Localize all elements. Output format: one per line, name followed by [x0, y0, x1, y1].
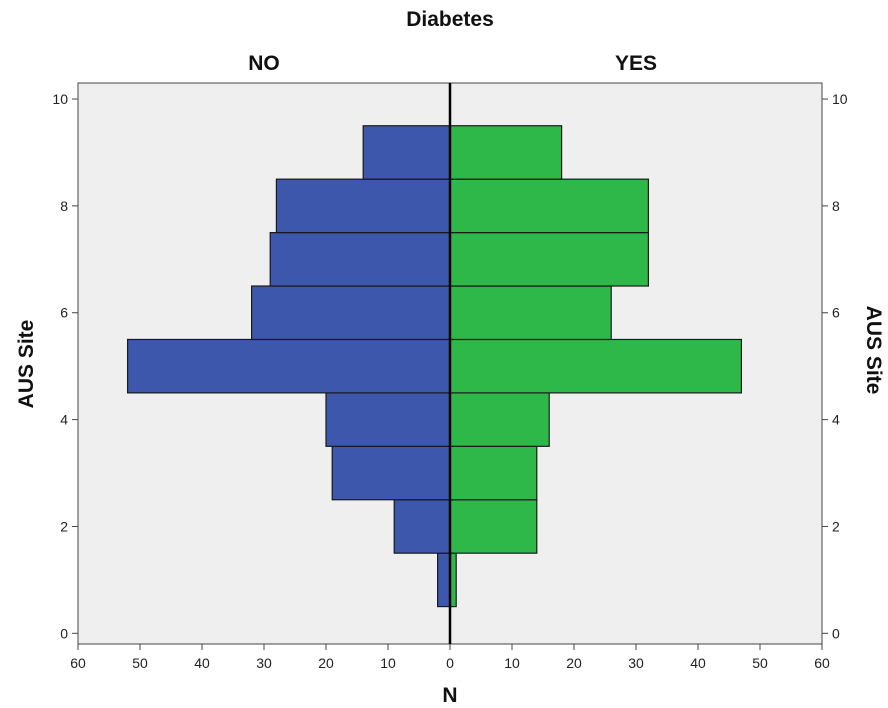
bar-yes-site-7: [449, 232, 649, 287]
bar-no-site-2: [393, 499, 451, 554]
bar-no-site-3: [331, 445, 451, 501]
panel-label-no: NO: [248, 52, 280, 75]
bar-yes-site-2: [449, 499, 538, 554]
ticks-group: 0 0 2 2 4 4 6 6 8 8 10 10 60 50 40 30 20 10 0 10 20 30 40 50 60: [52, 91, 847, 671]
x-tick-label: 30: [628, 655, 644, 671]
y-tick-label-left: 8: [60, 198, 68, 214]
x-tick-label: 20: [318, 655, 334, 671]
bar-yes-site-6: [449, 285, 612, 341]
y-tick-label-right: 8: [832, 198, 840, 214]
x-tick-label: 30: [256, 655, 272, 671]
x-tick-label: 0: [446, 655, 454, 671]
x-tick-label: 20: [566, 655, 582, 671]
x-tick-label: 10: [380, 655, 396, 671]
y-tick-label-right: 0: [832, 625, 840, 641]
chart-title: Diabetes: [406, 8, 494, 31]
bar-no-site-7: [269, 232, 451, 287]
y-axis-label-left: AUS Site: [15, 320, 38, 409]
bar-no-site-4: [325, 392, 451, 447]
bar-yes-site-3: [449, 445, 538, 501]
y-tick-label-right: 6: [832, 305, 840, 321]
bar-no-site-8: [275, 178, 451, 234]
x-tick-label: 40: [194, 655, 210, 671]
y-tick-label-left: 10: [52, 91, 68, 107]
y-tick-label-left: 4: [60, 412, 68, 428]
x-tick-label: 40: [690, 655, 706, 671]
bar-yes-site-8: [449, 178, 649, 234]
y-tick-label-left: 0: [60, 625, 68, 641]
x-tick-label: 60: [814, 655, 830, 671]
bars-group: [126, 125, 742, 608]
x-tick-label: 50: [752, 655, 768, 671]
bar-no-site-6: [251, 285, 451, 341]
panel-label-yes: YES: [615, 52, 657, 75]
y-axis-label-right: AUS Site: [862, 306, 885, 395]
x-tick-label: 50: [132, 655, 148, 671]
bar-no-site-9: [362, 125, 451, 180]
x-axis-label: N: [442, 684, 457, 707]
y-tick-label-right: 4: [832, 412, 840, 428]
x-tick-label: 10: [504, 655, 520, 671]
bar-yes-site-4: [449, 392, 550, 447]
x-tick-label: 60: [70, 655, 86, 671]
y-tick-label-left: 2: [60, 518, 68, 534]
bar-yes-site-9: [449, 125, 563, 180]
y-tick-label-right: 10: [832, 91, 848, 107]
bar-yes-site-5: [449, 338, 742, 394]
bar-no-site-1: [437, 552, 451, 608]
y-tick-label-left: 6: [60, 305, 68, 321]
y-tick-label-right: 2: [832, 518, 840, 534]
bar-no-site-5: [126, 338, 451, 394]
